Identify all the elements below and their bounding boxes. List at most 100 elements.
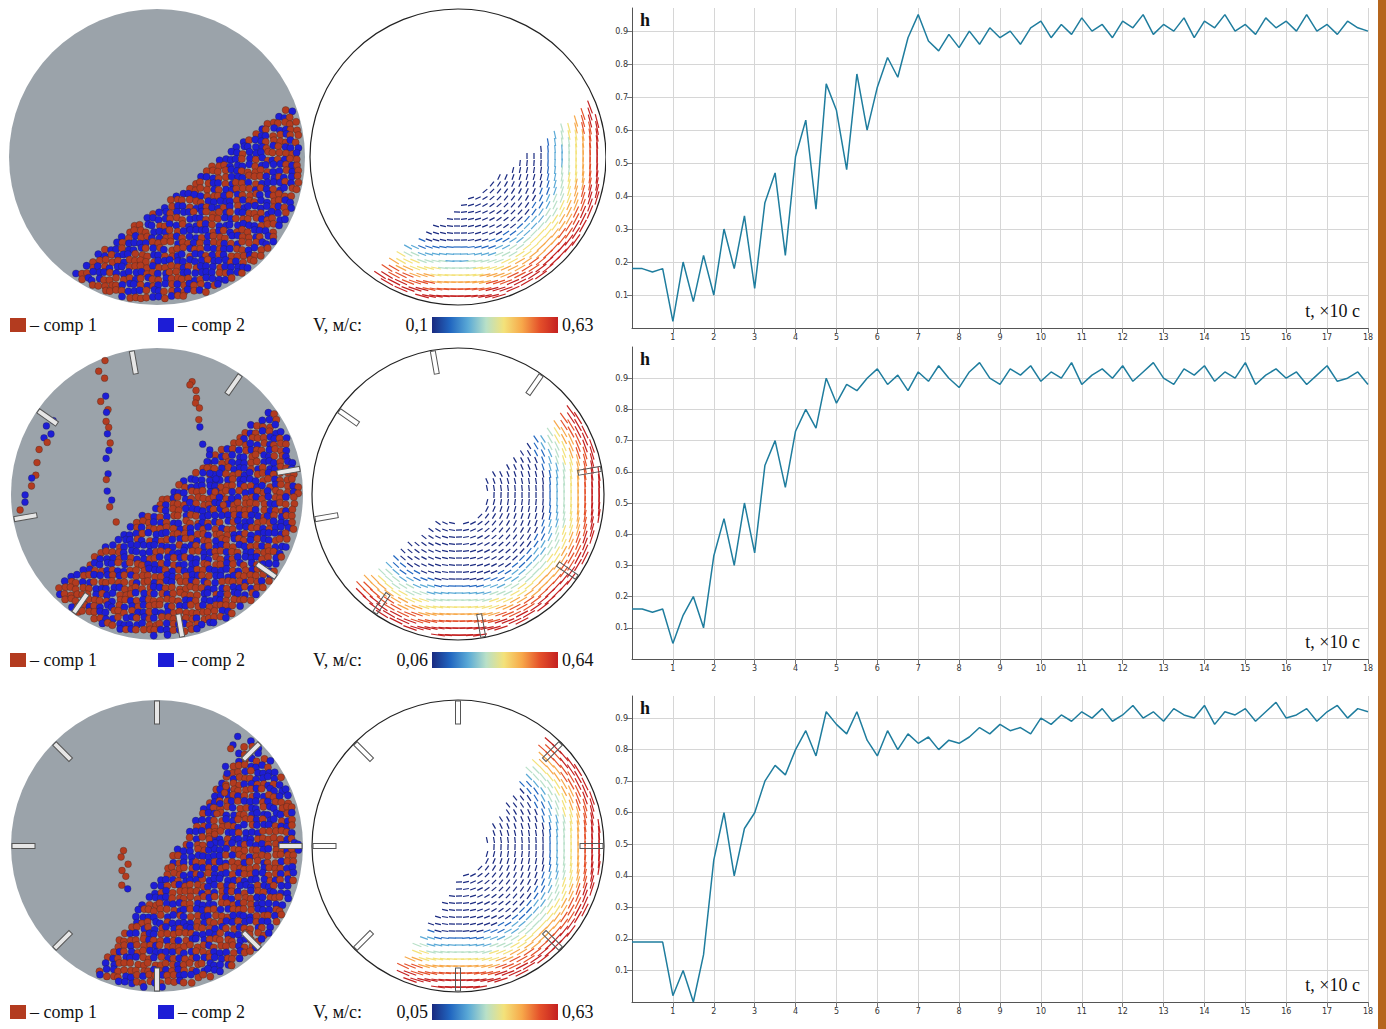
svg-text:8: 8: [957, 333, 962, 342]
svg-text:0.6: 0.6: [615, 467, 628, 476]
svg-text:t, ×10 с: t, ×10 с: [1305, 632, 1360, 652]
svg-text:13: 13: [1158, 1007, 1168, 1016]
svg-text:0.1: 0.1: [615, 623, 628, 632]
svg-text:0,1: 0,1: [406, 315, 429, 335]
svg-text:16: 16: [1281, 333, 1291, 342]
svg-text:0.6: 0.6: [615, 126, 628, 135]
svg-text:0.9: 0.9: [615, 374, 628, 383]
svg-text:2: 2: [711, 333, 716, 342]
svg-text:17: 17: [1322, 333, 1332, 342]
svg-text:10: 10: [1036, 664, 1046, 673]
svg-text:7: 7: [916, 333, 921, 342]
svg-text:0,05: 0,05: [397, 1002, 429, 1022]
svg-text:7: 7: [916, 664, 921, 673]
svg-text:4: 4: [793, 664, 798, 673]
svg-text:h: h: [640, 698, 650, 718]
svg-text:8: 8: [957, 1007, 962, 1016]
svg-text:15: 15: [1240, 664, 1250, 673]
svg-text:0.2: 0.2: [615, 934, 628, 943]
svg-text:1: 1: [670, 664, 675, 673]
svg-text:0.7: 0.7: [615, 93, 628, 102]
svg-text:0.4: 0.4: [615, 871, 628, 880]
svg-text:1: 1: [670, 333, 675, 342]
svg-text:– comp 2: – comp 2: [177, 1002, 245, 1022]
svg-text:16: 16: [1281, 664, 1291, 673]
svg-text:t, ×10 с: t, ×10 с: [1305, 975, 1360, 995]
svg-text:0.4: 0.4: [615, 530, 628, 539]
svg-text:9: 9: [997, 333, 1002, 342]
svg-text:14: 14: [1199, 664, 1209, 673]
svg-text:18: 18: [1363, 333, 1373, 342]
svg-text:– comp 2: – comp 2: [177, 650, 245, 670]
svg-text:3: 3: [752, 333, 757, 342]
svg-text:0.2: 0.2: [615, 592, 628, 601]
svg-text:3: 3: [752, 664, 757, 673]
svg-text:11: 11: [1077, 664, 1087, 673]
svg-text:15: 15: [1240, 1007, 1250, 1016]
svg-text:0.7: 0.7: [615, 436, 628, 445]
svg-text:10: 10: [1036, 1007, 1046, 1016]
svg-text:9: 9: [997, 1007, 1002, 1016]
svg-text:3: 3: [752, 1007, 757, 1016]
svg-text:0.1: 0.1: [615, 291, 628, 300]
svg-text:12: 12: [1118, 333, 1128, 342]
svg-text:4: 4: [793, 1007, 798, 1016]
svg-text:0.9: 0.9: [615, 714, 628, 723]
svg-text:11: 11: [1077, 333, 1087, 342]
svg-text:V, м/с:: V, м/с:: [313, 1002, 362, 1022]
svg-text:0.3: 0.3: [615, 903, 628, 912]
svg-text:16: 16: [1281, 1007, 1291, 1016]
svg-text:5: 5: [834, 664, 839, 673]
svg-text:2: 2: [711, 664, 716, 673]
svg-text:0,63: 0,63: [562, 1002, 594, 1022]
svg-text:– comp 1: – comp 1: [29, 650, 97, 670]
svg-text:0.8: 0.8: [615, 745, 628, 754]
svg-text:– comp 1: – comp 1: [29, 1002, 97, 1022]
svg-text:0.5: 0.5: [615, 499, 628, 508]
svg-text:13: 13: [1158, 333, 1168, 342]
svg-text:11: 11: [1077, 1007, 1087, 1016]
svg-text:2: 2: [711, 1007, 716, 1016]
svg-text:0.9: 0.9: [615, 27, 628, 36]
svg-text:V, м/с:: V, м/с:: [313, 650, 362, 670]
svg-text:h: h: [640, 349, 650, 369]
svg-text:4: 4: [793, 333, 798, 342]
svg-text:9: 9: [997, 664, 1002, 673]
svg-text:8: 8: [957, 664, 962, 673]
svg-text:14: 14: [1199, 1007, 1209, 1016]
svg-text:13: 13: [1158, 664, 1168, 673]
svg-text:– comp 2: – comp 2: [177, 315, 245, 335]
svg-text:0.2: 0.2: [615, 258, 628, 267]
svg-text:0,63: 0,63: [562, 315, 594, 335]
svg-text:0.3: 0.3: [615, 561, 628, 570]
svg-text:12: 12: [1118, 664, 1128, 673]
svg-text:18: 18: [1363, 1007, 1373, 1016]
svg-text:0.3: 0.3: [615, 225, 628, 234]
svg-text:10: 10: [1036, 333, 1046, 342]
svg-text:12: 12: [1118, 1007, 1128, 1016]
svg-text:18: 18: [1363, 664, 1373, 673]
svg-text:t, ×10 с: t, ×10 с: [1305, 301, 1360, 321]
svg-text:17: 17: [1322, 664, 1332, 673]
svg-text:0.7: 0.7: [615, 777, 628, 786]
svg-text:0,64: 0,64: [562, 650, 594, 670]
svg-text:6: 6: [875, 333, 880, 342]
svg-text:15: 15: [1240, 333, 1250, 342]
svg-text:7: 7: [916, 1007, 921, 1016]
svg-text:5: 5: [834, 333, 839, 342]
svg-text:0,06: 0,06: [397, 650, 429, 670]
svg-text:h: h: [640, 10, 650, 30]
svg-text:0.5: 0.5: [615, 159, 628, 168]
svg-text:0.4: 0.4: [615, 192, 628, 201]
svg-text:V, м/с:: V, м/с:: [313, 315, 362, 335]
svg-text:1: 1: [670, 1007, 675, 1016]
svg-text:0.1: 0.1: [615, 966, 628, 975]
svg-text:17: 17: [1322, 1007, 1332, 1016]
svg-text:0.8: 0.8: [615, 405, 628, 414]
svg-text:– comp 1: – comp 1: [29, 315, 97, 335]
svg-text:5: 5: [834, 1007, 839, 1016]
svg-text:0.6: 0.6: [615, 808, 628, 817]
svg-text:0.5: 0.5: [615, 840, 628, 849]
svg-text:0.8: 0.8: [615, 60, 628, 69]
svg-text:14: 14: [1199, 333, 1209, 342]
